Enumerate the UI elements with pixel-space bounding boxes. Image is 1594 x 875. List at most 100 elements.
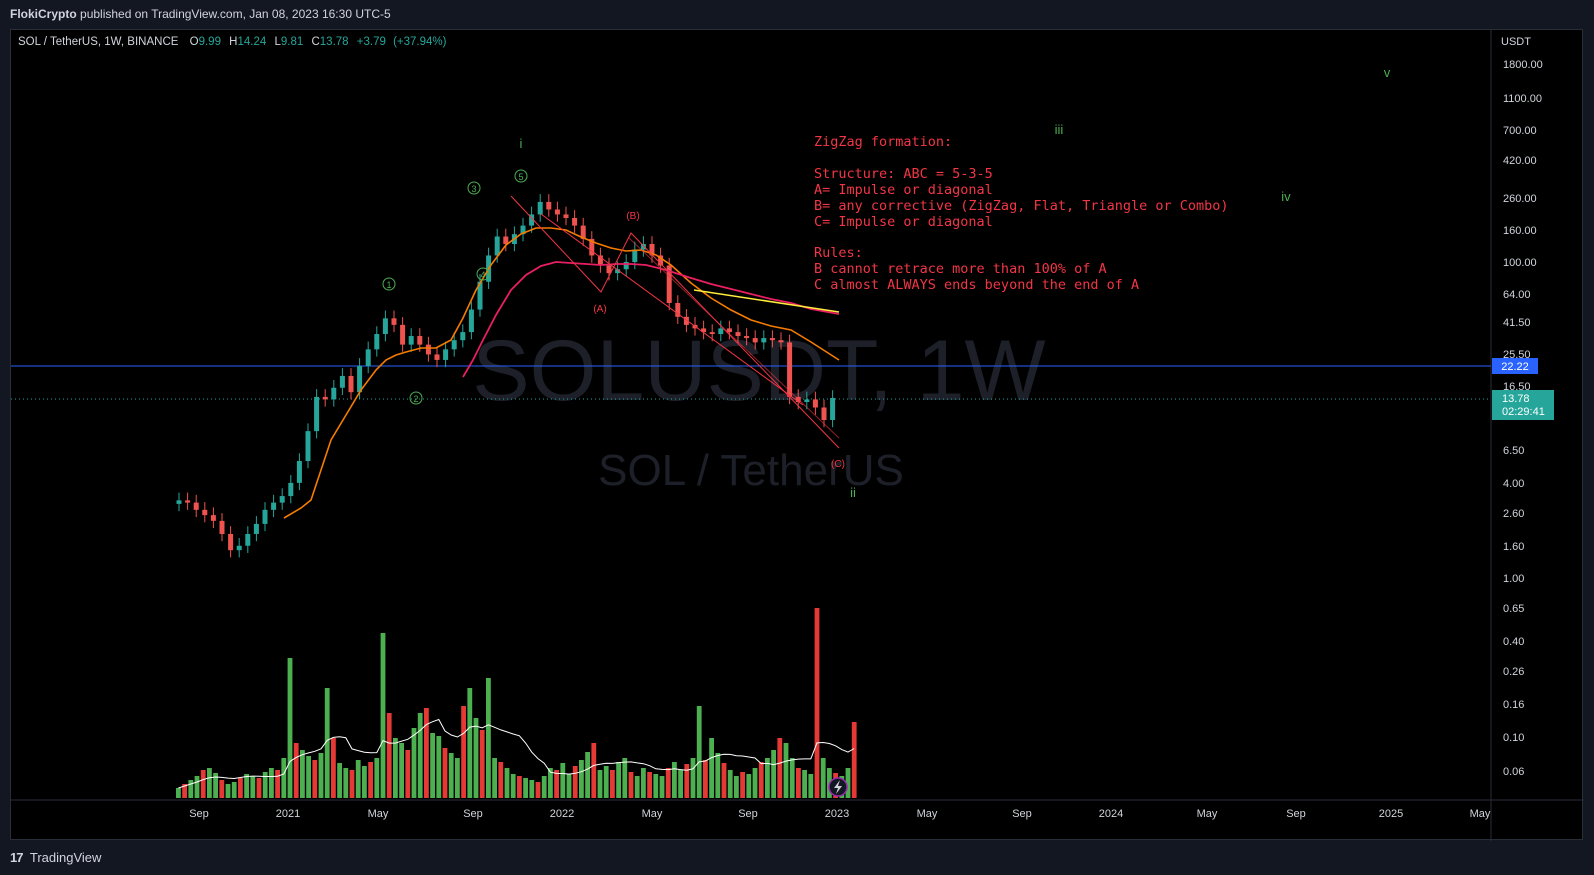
candle-body	[580, 225, 586, 239]
x-axis-tick-label[interactable]: 2022	[550, 808, 574, 820]
x-axis-tick-label[interactable]: 2021	[276, 808, 300, 820]
x-axis-tick-label[interactable]: 2025	[1379, 808, 1403, 820]
x-axis-tick-label[interactable]: 2023	[825, 808, 849, 820]
wave-label-v[interactable]: v	[1384, 65, 1391, 80]
candle-body	[778, 340, 784, 343]
volume-moving-average	[178, 718, 855, 789]
y-axis-tick-label[interactable]: 1.00	[1503, 573, 1524, 585]
x-axis-tick-label[interactable]: May	[917, 808, 938, 820]
candlesticks	[176, 194, 836, 558]
candle-body	[572, 217, 578, 226]
volume-bar	[802, 770, 807, 798]
x-axis-tick-label[interactable]: Sep	[189, 808, 209, 820]
candle-body	[193, 502, 199, 510]
y-axis-tick-label[interactable]: 100.00	[1503, 257, 1537, 269]
published-info: published on TradingView.com, Jan 08, 20…	[80, 7, 391, 21]
wave-label-ii[interactable]: ii	[850, 485, 856, 500]
annotation-line: C= Impulse or diagonal	[814, 214, 993, 230]
x-axis-tick-label[interactable]: May	[1197, 808, 1218, 820]
price-chart[interactable]: SOLUSDT, 1W SOL / TetherUS 1 2 3	[11, 30, 1584, 841]
zigzag-channel-parallel[interactable]	[540, 213, 804, 406]
wave-label-B[interactable]: (B)	[626, 211, 639, 222]
x-axis-tick-label[interactable]: May	[642, 808, 663, 820]
volume-bar	[188, 780, 194, 798]
candle-body	[451, 340, 457, 350]
volume-bar	[851, 722, 857, 798]
candle-body	[339, 375, 345, 388]
x-axis-tick-label[interactable]: Sep	[738, 808, 758, 820]
wave-label-5[interactable]: 5	[514, 169, 528, 183]
y-axis-tick-label[interactable]: 1.60	[1503, 541, 1524, 553]
y-axis-tick-label[interactable]: 0.65	[1503, 603, 1524, 615]
candle-body	[804, 399, 810, 402]
y-axis-tick-label[interactable]: 0.06	[1503, 766, 1524, 778]
wave-label-iv[interactable]: iv	[1281, 189, 1291, 204]
candle-body	[176, 500, 182, 504]
volume-bar	[653, 774, 659, 798]
wave-label-iii[interactable]: iii	[1055, 122, 1064, 137]
y-axis-tick-label[interactable]: 160.00	[1503, 225, 1537, 237]
publisher-name[interactable]: FlokiCrypto	[10, 7, 77, 21]
wave-label-i[interactable]: i	[520, 136, 523, 151]
volume-bar	[529, 780, 535, 798]
wave-label-A[interactable]: (A)	[593, 304, 606, 315]
x-axis-tick-label[interactable]: May	[1470, 808, 1491, 820]
volume-bar	[473, 718, 479, 798]
tradingview-footer[interactable]: 17 TradingView	[0, 841, 1594, 875]
volume-bar	[647, 772, 652, 798]
x-axis-tick-label[interactable]: May	[368, 808, 389, 820]
candle-body	[185, 500, 191, 503]
volume-bar	[684, 764, 690, 798]
x-axis-tick-label[interactable]: Sep	[1286, 808, 1306, 820]
y-axis-tick-label[interactable]: 260.00	[1503, 193, 1537, 205]
y-axis-tick-label[interactable]: 4.00	[1503, 478, 1524, 490]
y-axis-tick-label[interactable]: 0.40	[1503, 636, 1524, 648]
volume-bar	[207, 768, 212, 798]
y-axis-tick-label[interactable]: 700.00	[1503, 125, 1537, 137]
volume-bar	[510, 774, 516, 798]
volume-bar	[678, 770, 683, 798]
volume-bar	[312, 760, 318, 798]
zigzag-channel-lines[interactable]	[510, 195, 840, 449]
x-axis-tick-label[interactable]: 2024	[1099, 808, 1123, 820]
y-axis-tick-label[interactable]: 1800.00	[1503, 59, 1543, 71]
ema-fast-line[interactable]	[283, 227, 840, 519]
y-axis-tick-label[interactable]: 0.10	[1503, 732, 1524, 744]
candle-body	[683, 316, 689, 325]
ema-slow-line[interactable]	[462, 261, 840, 378]
symbol-legend[interactable]: SOL / TetherUS, 1W, BINANCE O9.99 H14.24…	[18, 36, 447, 48]
trend-line-yellow[interactable]	[693, 289, 840, 313]
y-axis-tick-label[interactable]: 64.00	[1503, 289, 1531, 301]
candle-body	[675, 303, 681, 317]
y-axis-tick-label[interactable]: 41.50	[1503, 317, 1531, 329]
volume-bar	[610, 770, 615, 798]
y-axis-tick-label[interactable]: 0.16	[1503, 699, 1524, 711]
y-axis-tick-label[interactable]: 1100.00	[1503, 93, 1542, 105]
candle-body	[314, 396, 320, 432]
x-axis-ticks[interactable]: Sep 2021 May Sep 2022 May Sep 2023 May Sep 2024 May…	[189, 808, 1491, 820]
y-axis-tick-label[interactable]: 6.50	[1503, 445, 1524, 457]
candle-body	[460, 332, 466, 341]
lightning-icon[interactable]	[828, 777, 848, 797]
x-axis-tick-label[interactable]: Sep	[463, 808, 483, 820]
chart-pane[interactable]: SOLUSDT, 1W SOL / TetherUS 1 2 3	[10, 29, 1584, 841]
wave-label-3[interactable]: 3	[467, 181, 481, 195]
x-axis-tick-label[interactable]: Sep	[1012, 808, 1032, 820]
y-axis-tick-label[interactable]: 0.26	[1503, 666, 1524, 678]
candle-body	[408, 336, 414, 345]
y-axis-tick-label[interactable]: 2.60	[1503, 508, 1524, 520]
wave-label-2[interactable]: 2	[409, 391, 423, 405]
volume-bar	[771, 750, 776, 798]
wave-label-C[interactable]: (C)	[831, 459, 845, 470]
candle-body	[219, 520, 225, 534]
wave-label-4[interactable]: 4	[476, 267, 490, 281]
zigzag-channel-parallel-2[interactable]	[628, 237, 840, 439]
y-axis-tick-label[interactable]: 420.00	[1503, 155, 1537, 167]
volume-bar	[455, 758, 460, 798]
candle-body	[253, 523, 259, 534]
candle-body	[658, 255, 664, 266]
volume-bar	[448, 753, 454, 798]
candle-body	[623, 262, 629, 270]
wave-label-1[interactable]: 1	[382, 277, 396, 291]
zigzag-annotation[interactable]: ZigZag formation: Structure: ABC = 5-3-5…	[814, 134, 1229, 293]
